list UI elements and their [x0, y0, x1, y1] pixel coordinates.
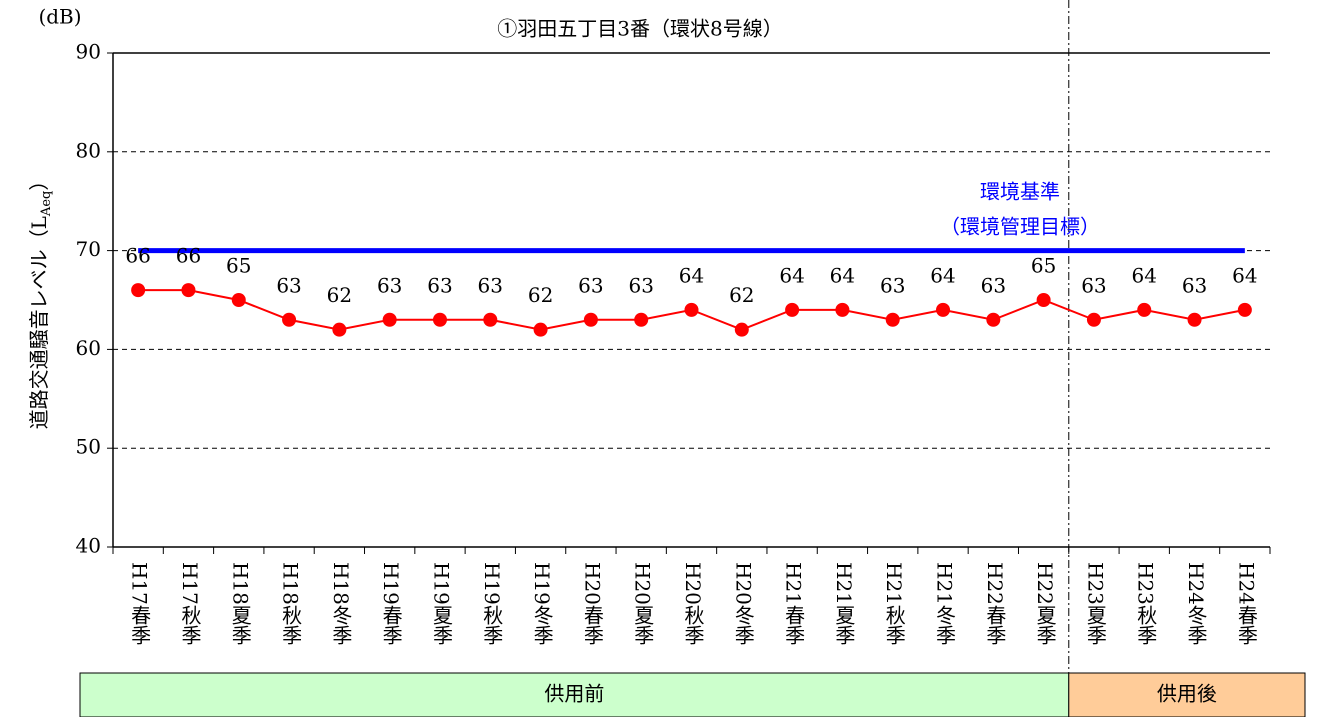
y-title-sub: Aeq [39, 191, 54, 217]
x-tick-label: H19夏季 [429, 562, 453, 645]
data-label: 65 [1031, 254, 1056, 278]
data-point [432, 312, 447, 327]
x-tick-label: H20夏季 [631, 562, 655, 645]
data-label: 63 [578, 273, 603, 297]
data-label: 63 [1081, 273, 1106, 297]
data-point [181, 283, 196, 298]
data-label: 65 [226, 254, 251, 278]
x-tick-label: H20冬季 [731, 562, 755, 645]
data-point [936, 302, 951, 317]
data-point [1086, 312, 1101, 327]
y-tick-label: 40 [76, 534, 101, 558]
data-label: 63 [981, 273, 1006, 297]
data-point [282, 312, 297, 327]
data-label: 64 [679, 263, 704, 287]
data-point [734, 322, 749, 337]
data-point [835, 302, 850, 317]
x-tick-label: H21夏季 [832, 562, 856, 645]
data-label: 63 [628, 273, 653, 297]
data-label: 63 [1182, 273, 1207, 297]
data-label: 64 [830, 263, 855, 287]
x-tick-label: H18秋季 [279, 562, 303, 645]
data-label: 63 [880, 273, 905, 297]
data-point [885, 312, 900, 327]
data-label: 66 [176, 244, 201, 268]
data-point [483, 312, 498, 327]
x-tick-label: H22夏季 [1033, 562, 1057, 645]
data-label: 63 [377, 273, 402, 297]
x-tick-label: H24冬季 [1184, 562, 1208, 645]
x-tick-label: H19春季 [379, 562, 403, 645]
x-tick-label: H18冬季 [329, 562, 353, 645]
y-tick-label: 50 [76, 435, 101, 459]
data-point [533, 322, 548, 337]
phase-box [1068, 672, 1306, 717]
data-label: 63 [427, 273, 452, 297]
data-point [1036, 293, 1051, 307]
data-label: 64 [1132, 263, 1157, 287]
x-tick-label: H19冬季 [530, 562, 554, 645]
data-label: 64 [779, 263, 804, 287]
x-tick-label: H23夏季 [1083, 562, 1107, 645]
y-tick-label: 90 [76, 40, 101, 64]
x-tick-label: H21冬季 [933, 562, 957, 645]
data-label: 64 [930, 263, 955, 287]
x-tick-label: H20秋季 [681, 562, 705, 645]
data-point [583, 312, 598, 327]
x-tick-label: H19秋季 [480, 562, 504, 645]
x-tick-label: H17春季 [128, 562, 152, 645]
y-axis-title: 道路交通騒音レベル（LAeq） [27, 171, 54, 430]
x-tick-label: H21秋季 [882, 562, 906, 645]
data-point [1237, 302, 1252, 317]
data-point [634, 312, 649, 327]
chart-title: ①羽田五丁目3番（環状8号線） [497, 17, 782, 41]
x-tick-label: H24春季 [1234, 562, 1258, 645]
data-point [986, 312, 1001, 327]
data-label: 63 [478, 273, 503, 297]
y-tick-label: 80 [76, 138, 101, 162]
y-title-part: 道路交通騒音レベル（L [27, 216, 51, 429]
x-tick-label: H22春季 [983, 562, 1007, 645]
data-point [332, 322, 347, 337]
y-tick-label: 60 [76, 336, 101, 360]
x-tick-label: H17秋季 [178, 562, 202, 645]
phase-label: 供用後 [1157, 682, 1217, 706]
data-point [785, 302, 800, 317]
data-point [382, 312, 397, 327]
data-point [231, 293, 246, 307]
reference-label: （環境管理目標） [940, 215, 1100, 239]
data-label: 66 [125, 244, 150, 268]
x-tick-label: H18夏季 [228, 562, 252, 645]
data-label: 64 [1232, 263, 1257, 287]
reference-label: 環境基準 [980, 180, 1060, 204]
data-label: 62 [327, 283, 352, 307]
phase-box [79, 672, 1070, 717]
data-label: 62 [729, 283, 754, 307]
x-tick-label: H21春季 [782, 562, 806, 645]
x-tick-label: H23秋季 [1134, 562, 1158, 645]
phase-label: 供用前 [544, 682, 604, 706]
y-title-part: ） [27, 171, 51, 191]
data-point [131, 283, 146, 298]
y-unit: (dB) [38, 5, 81, 29]
data-point [1137, 302, 1152, 317]
x-tick-label: H20春季 [580, 562, 604, 645]
data-point [1187, 312, 1202, 327]
y-tick-label: 70 [76, 237, 101, 261]
data-label: 63 [276, 273, 301, 297]
data-point [684, 302, 699, 317]
data-label: 62 [528, 283, 553, 307]
